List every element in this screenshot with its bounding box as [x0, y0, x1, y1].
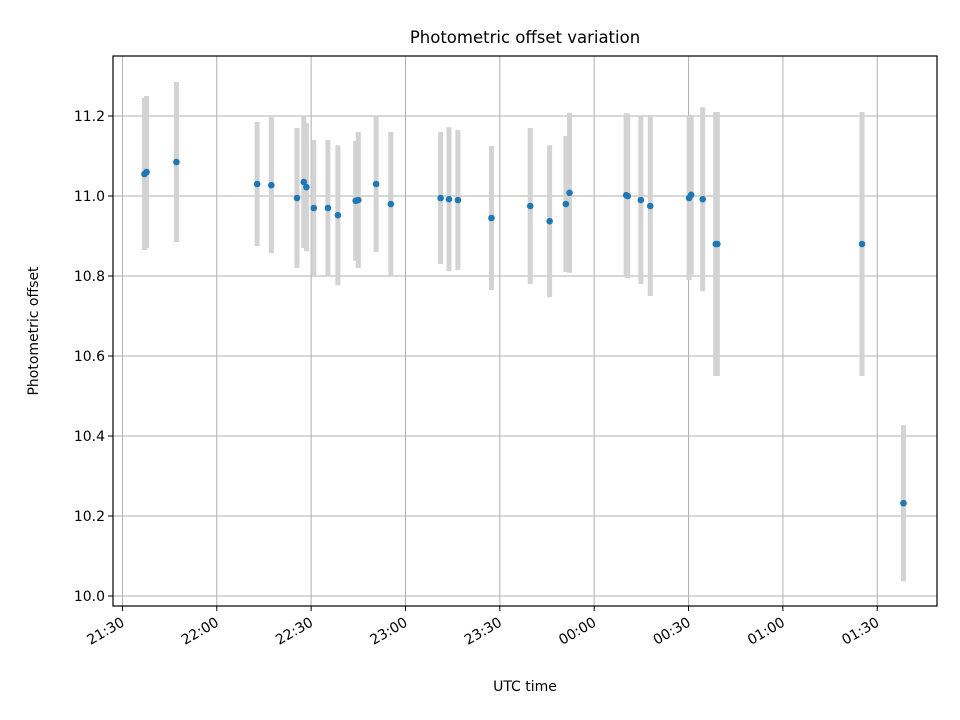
data-point — [566, 189, 573, 197]
y-tick-label: 10.6 — [74, 349, 105, 365]
x-tick-label: 00:00 — [556, 615, 599, 649]
y-tick-label: 10.8 — [74, 269, 105, 285]
grid — [113, 56, 937, 606]
data-point — [310, 204, 318, 212]
y-axis-label: Photometric offset — [26, 266, 42, 396]
data-point — [173, 158, 180, 166]
x-tick-label: 23:30 — [462, 615, 505, 649]
data-point — [858, 240, 866, 248]
data-point — [300, 178, 308, 186]
x-axis-label: UTC time — [493, 679, 557, 695]
x-tick-label: 01:00 — [745, 615, 788, 649]
data-point — [437, 194, 444, 202]
data-point — [355, 196, 362, 204]
x-tick-label: 23:00 — [368, 615, 411, 649]
data-point — [372, 180, 380, 188]
y-tick-label: 10.2 — [74, 509, 105, 525]
error-bars — [141, 82, 906, 582]
data-point — [637, 196, 645, 204]
x-axis-ticks: 21:30 22:00 22:30 23:00 23:30 00:00 00:30 01:00… — [84, 606, 882, 649]
data-point — [334, 211, 342, 219]
data-point — [687, 191, 695, 199]
data-point — [387, 200, 395, 208]
data-point — [714, 240, 721, 248]
x-tick-label: 22:00 — [179, 615, 222, 649]
data-point — [253, 180, 261, 188]
data-point — [454, 196, 462, 204]
plot-frame — [112, 55, 938, 607]
data-point — [526, 202, 534, 210]
data-point — [324, 204, 332, 212]
data-point — [546, 217, 553, 225]
y-axis-ticks: 10.0 10.2 10.4 10.6 10.8 11.0 11.2 — [74, 109, 113, 605]
data-point — [143, 168, 150, 176]
data-point — [488, 214, 495, 222]
x-tick-label: 21:30 — [84, 615, 127, 649]
data-point — [646, 202, 654, 210]
data-point — [699, 195, 706, 203]
data-point — [293, 194, 301, 202]
data-point — [303, 183, 310, 191]
x-tick-label: 22:30 — [273, 615, 316, 649]
y-tick-label: 10.0 — [74, 589, 105, 605]
y-tick-label: 10.4 — [74, 429, 105, 445]
chart-title: Photometric offset variation — [410, 28, 640, 47]
y-tick-label: 11.0 — [74, 189, 105, 205]
data-point — [268, 181, 275, 189]
data-point — [900, 499, 907, 507]
data-point — [445, 195, 453, 203]
x-tick-label: 00:30 — [651, 615, 694, 649]
data-points — [141, 158, 907, 507]
y-tick-label: 11.2 — [74, 109, 105, 125]
data-point — [624, 192, 632, 200]
data-point — [562, 200, 570, 208]
x-tick-label: 01:30 — [839, 615, 882, 649]
